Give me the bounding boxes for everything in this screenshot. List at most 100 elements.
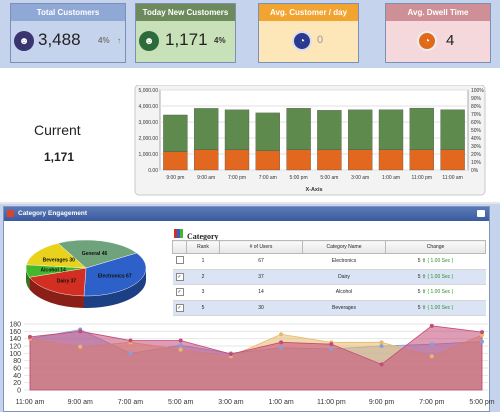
current-value: 1,171 bbox=[44, 150, 75, 164]
data-point[interactable] bbox=[78, 329, 83, 334]
kpi-avg-dwell-time: Avg. Dwell Time ◔ 4 bbox=[385, 3, 491, 63]
table-header-row: Rank # of Users Category Name Change bbox=[172, 240, 486, 254]
customers-icon: ☻ bbox=[14, 31, 34, 51]
kpi-percent: 4% bbox=[214, 36, 226, 45]
bar[interactable] bbox=[224, 109, 250, 150]
table-row[interactable]: ✓ 3 14 Alcohol 5 ⇧ ( 1.00 Sec ) bbox=[172, 284, 486, 301]
y2-tick-label: 50% bbox=[471, 128, 482, 134]
bar[interactable] bbox=[163, 151, 188, 171]
data-point[interactable] bbox=[178, 347, 183, 352]
panel-menu-icon[interactable] bbox=[477, 210, 485, 217]
column-header[interactable]: Change bbox=[385, 240, 486, 254]
bar-chart: 0.00 1,000.00 2,000.00 3,000.00 4,000.00 5,00… bbox=[134, 85, 486, 196]
data-point[interactable] bbox=[128, 338, 133, 343]
data-point[interactable] bbox=[78, 344, 83, 349]
bar[interactable] bbox=[409, 149, 434, 171]
cell-name: Beverages bbox=[302, 300, 386, 316]
column-header[interactable]: Rank bbox=[186, 240, 220, 254]
bar[interactable] bbox=[286, 108, 311, 150]
data-point[interactable] bbox=[480, 333, 484, 337]
clock-icon: ◔ bbox=[292, 31, 312, 51]
row-checkbox[interactable]: ✓ bbox=[175, 272, 184, 281]
bar[interactable] bbox=[194, 149, 219, 171]
bar[interactable] bbox=[440, 109, 465, 150]
x-tick-label: 11:00 pm bbox=[317, 399, 346, 406]
table-row[interactable]: ✓ 2 37 Dairy 5 ⇧ ( 1.00 Sec ) bbox=[172, 269, 486, 285]
data-point[interactable] bbox=[178, 338, 183, 343]
bar[interactable] bbox=[194, 108, 219, 150]
data-point[interactable] bbox=[178, 343, 183, 348]
bar[interactable] bbox=[317, 110, 342, 150]
y-tick-label: 40 bbox=[13, 373, 21, 380]
bar[interactable] bbox=[224, 149, 250, 171]
pie-label: Electronics 67 bbox=[98, 274, 132, 280]
bar[interactable] bbox=[440, 149, 465, 171]
column-header[interactable]: # of Users bbox=[219, 240, 303, 254]
data-point[interactable] bbox=[279, 332, 284, 337]
cell-rank: 2 bbox=[186, 269, 220, 285]
x-tick-label: 9:00 am bbox=[197, 175, 215, 181]
timer-icon: ◔ bbox=[417, 31, 437, 51]
column-header[interactable]: Category Name bbox=[302, 240, 386, 254]
y2-tick-label: 40% bbox=[471, 136, 482, 142]
x-tick-label: 1:00 am bbox=[382, 175, 400, 181]
y2-tick-label: 80% bbox=[471, 104, 482, 110]
data-point[interactable] bbox=[379, 340, 384, 345]
bar[interactable] bbox=[348, 109, 373, 150]
row-checkbox[interactable]: ✓ bbox=[175, 288, 184, 297]
cell-name: Dairy bbox=[302, 269, 386, 285]
x-tick-label: 5:00 am bbox=[168, 399, 193, 406]
kpi-title: Avg. Dwell Time bbox=[386, 4, 490, 21]
data-point[interactable] bbox=[480, 330, 484, 335]
bar[interactable] bbox=[163, 114, 188, 152]
row-checkbox[interactable]: ✓ bbox=[175, 303, 184, 312]
data-point[interactable] bbox=[429, 342, 434, 347]
pie-label: General 46 bbox=[82, 251, 108, 257]
category-title: Category bbox=[187, 232, 219, 241]
y-tick-label: 0.00 bbox=[148, 168, 158, 174]
data-point[interactable] bbox=[329, 346, 334, 351]
pie-slice[interactable] bbox=[26, 243, 87, 269]
data-point[interactable] bbox=[28, 334, 32, 339]
kpi-value: 4 bbox=[446, 32, 455, 49]
data-point[interactable] bbox=[429, 354, 434, 359]
data-point[interactable] bbox=[379, 362, 384, 367]
change-text: ( 1.00 Sec ) bbox=[427, 304, 454, 311]
row-checkbox[interactable] bbox=[175, 256, 184, 265]
cell-change: 5 ⇧ ( 1.00 Sec ) bbox=[385, 300, 486, 316]
data-point[interactable] bbox=[279, 345, 284, 350]
data-point[interactable] bbox=[228, 352, 233, 357]
new-customer-icon: ☻ bbox=[139, 31, 159, 51]
cell-rank: 3 bbox=[186, 284, 220, 301]
x-tick-label: 11:00 pm bbox=[412, 175, 432, 181]
cell-users: 14 bbox=[219, 284, 303, 301]
bar[interactable] bbox=[348, 149, 373, 171]
data-point[interactable] bbox=[128, 351, 133, 356]
data-point[interactable] bbox=[329, 342, 334, 347]
bar[interactable] bbox=[286, 149, 311, 171]
kpi-total-customers: Total Customers ☻ 3,488 4% ↑ bbox=[10, 3, 126, 63]
pie-slice[interactable] bbox=[57, 239, 138, 269]
y-tick-label: 20 bbox=[13, 380, 21, 387]
y2-tick-label: 70% bbox=[471, 112, 482, 118]
bar[interactable] bbox=[255, 150, 280, 171]
table-row[interactable]: ✓ 5 30 Beverages 5 ⇧ ( 1.00 Sec ) bbox=[172, 300, 486, 316]
data-point[interactable] bbox=[429, 323, 434, 328]
bar[interactable] bbox=[317, 149, 342, 171]
bar[interactable] bbox=[255, 112, 280, 151]
data-point[interactable] bbox=[279, 340, 284, 345]
bar[interactable] bbox=[409, 107, 434, 150]
data-point[interactable] bbox=[480, 339, 484, 344]
data-point[interactable] bbox=[379, 344, 384, 348]
bar[interactable] bbox=[378, 149, 404, 171]
table-row[interactable]: 1 67 Electronics 5 ⇧ ( 1.00 Sec ) bbox=[172, 253, 486, 270]
change-count: 5 bbox=[417, 289, 422, 296]
kpi-title: Today New Customers bbox=[136, 4, 235, 21]
pie-slice[interactable] bbox=[83, 252, 147, 297]
x-tick-label: 7:00 am bbox=[118, 399, 143, 406]
kpi-value: 0 bbox=[317, 34, 324, 46]
y-tick-label: 60 bbox=[13, 366, 21, 373]
y2-tick-label: 0% bbox=[471, 168, 479, 174]
bar[interactable] bbox=[378, 109, 404, 150]
x-tick-label: 9:00 pm bbox=[369, 399, 394, 406]
